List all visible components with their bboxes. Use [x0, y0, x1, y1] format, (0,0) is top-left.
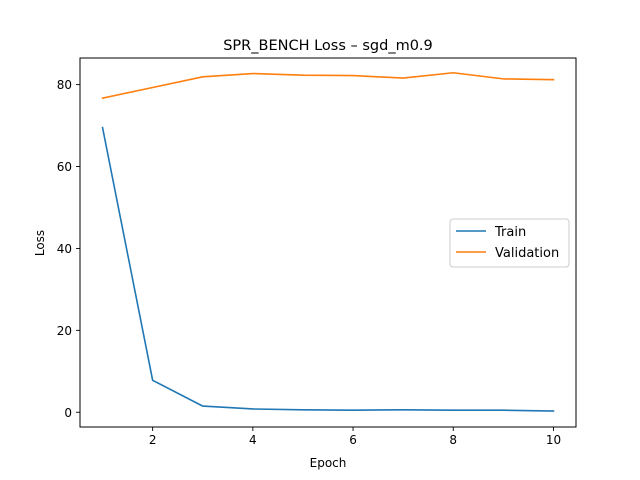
y-axis-ticks: 0 20 40 60 80 — [57, 78, 80, 420]
series-line-train — [101, 126, 555, 412]
y-axis-label: Loss — [33, 230, 47, 256]
chart-title: SPR_BENCH Loss – sgd_m0.9 — [223, 38, 433, 54]
x-tick-label: 2 — [149, 433, 157, 447]
series-lines — [101, 71, 555, 412]
x-axis-label: Epoch — [310, 456, 347, 470]
y-tick-label: 40 — [57, 242, 72, 256]
legend: Train Validation — [449, 218, 570, 268]
x-tick-label: 10 — [546, 433, 561, 447]
x-tick-label: 6 — [349, 433, 357, 447]
plot-area-frame — [79, 57, 577, 428]
y-tick-label: 60 — [57, 160, 72, 174]
x-axis-ticks: 2 4 6 8 10 — [149, 427, 561, 447]
y-tick-label: 80 — [57, 78, 72, 92]
series-line-validation — [101, 71, 555, 100]
y-tick-label: 20 — [57, 324, 72, 338]
legend-label-validation: Validation — [495, 246, 559, 261]
y-tick-label: 0 — [64, 406, 72, 420]
x-tick-label: 8 — [449, 433, 457, 447]
legend-label-train: Train — [494, 225, 526, 240]
x-tick-label: 4 — [249, 433, 257, 447]
